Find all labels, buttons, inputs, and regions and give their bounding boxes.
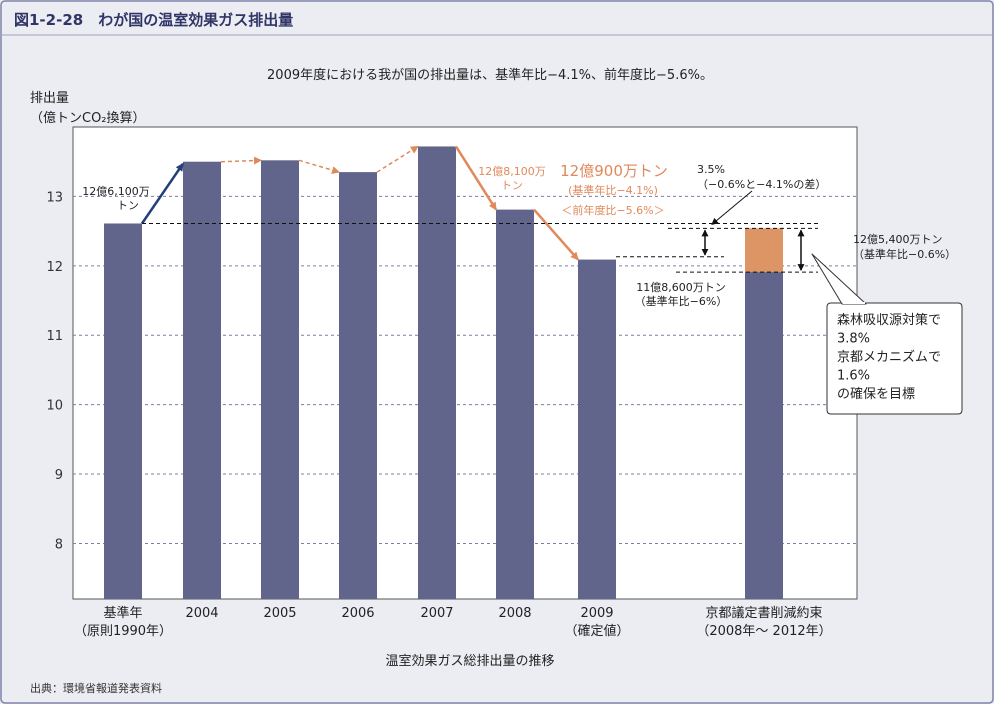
annot-2008-unit: トン xyxy=(501,179,523,192)
callout-box xyxy=(826,302,963,415)
bar-6 xyxy=(578,259,616,599)
y-tick-label-1: 9 xyxy=(55,468,63,483)
y-tick-label-0: 8 xyxy=(55,537,63,552)
bar-1 xyxy=(183,161,221,600)
x-tick-label-4-0: 2007 xyxy=(420,606,453,621)
x-tick-label-0-0: 基準年 xyxy=(103,605,142,621)
y-axis-unit: （億トンCO₂換算） xyxy=(30,110,146,126)
trend-arrow-2007-2008 xyxy=(454,145,498,211)
source-note: 出典：環境省報道発表資料 xyxy=(30,682,162,695)
callout-line-2: 京都メカニズムで xyxy=(837,349,941,365)
trend-arrow-3-4 xyxy=(376,145,419,173)
y-tick-label-5: 13 xyxy=(46,190,63,205)
x-tick-label-2-0: 2005 xyxy=(263,606,296,621)
x-tick-label-7-0: 京都議定書削減約束 xyxy=(705,605,822,621)
x-axis-title: 温室効果ガス総排出量の推移 xyxy=(385,653,554,669)
annot-2008-value: 12億8,100万 xyxy=(478,165,546,178)
trend-arrow-2008-2009 xyxy=(533,208,579,261)
annot-2009-base-ratio: (基準年比−4.1%) xyxy=(568,183,658,197)
gap-pointer xyxy=(711,190,753,225)
x-tick-label-5-0: 2008 xyxy=(498,606,531,621)
callout-line-4: の確保を目標 xyxy=(837,386,915,402)
annot-kyoto-top-value: 12億5,400万トン xyxy=(853,233,943,246)
trend-arrow-base-2004 xyxy=(140,162,185,225)
x-tick-label-3-0: 2006 xyxy=(341,606,374,621)
bar-2 xyxy=(261,160,299,600)
annot-gap-value: 3.5% xyxy=(697,163,725,176)
bar-0 xyxy=(104,223,142,599)
annot-kyoto-base-value: 11億8,600万トン xyxy=(636,281,726,294)
y-axis-label: 排出量 xyxy=(30,91,69,106)
y-tick-label-4: 12 xyxy=(46,260,63,275)
chart-subtitle: 2009年度における我が国の排出量は、基準年比−4.1%、前年度比−5.6%。 xyxy=(267,67,713,83)
annot-kyoto-base-ratio: （基準年比−6%） xyxy=(635,294,728,308)
bar-extra-segment xyxy=(745,228,783,273)
x-tick-label-1-0: 2004 xyxy=(185,606,218,621)
callout-line-1: 3.8% xyxy=(837,332,870,347)
annot-base-value: 12億6,100万 xyxy=(82,185,150,198)
bar-3 xyxy=(339,172,377,599)
annot-gap-note: （−0.6%と−4.1%の差） xyxy=(697,177,826,191)
y-tick-label-2: 10 xyxy=(46,399,63,414)
annot-2009-value: 12億900万トン xyxy=(560,162,668,180)
x-tick-label-6-0: 2009 xyxy=(580,606,613,621)
callout-line-3: 1.6% xyxy=(837,369,870,384)
annot-kyoto-top-ratio: （基準年比−0.6%） xyxy=(853,247,956,261)
bar-5 xyxy=(496,209,534,599)
annot-2009-prev-ratio: ＜前年度比−5.6%＞ xyxy=(561,203,664,217)
x-tick-label-6-1: （確定値） xyxy=(564,623,629,639)
bar-4 xyxy=(418,146,456,599)
y-tick-label-3: 11 xyxy=(46,329,63,344)
callout-line-0: 森林吸収源対策で xyxy=(837,312,941,328)
figure-title: 図1-2-28 わが国の温室効果ガス排出量 xyxy=(14,11,294,29)
bar-7 xyxy=(745,272,783,599)
annot-base-unit: トン xyxy=(117,199,139,212)
x-tick-label-7-1: （2008年〜 2012年） xyxy=(696,624,831,639)
x-tick-label-0-1: （原則1990年） xyxy=(74,624,172,639)
